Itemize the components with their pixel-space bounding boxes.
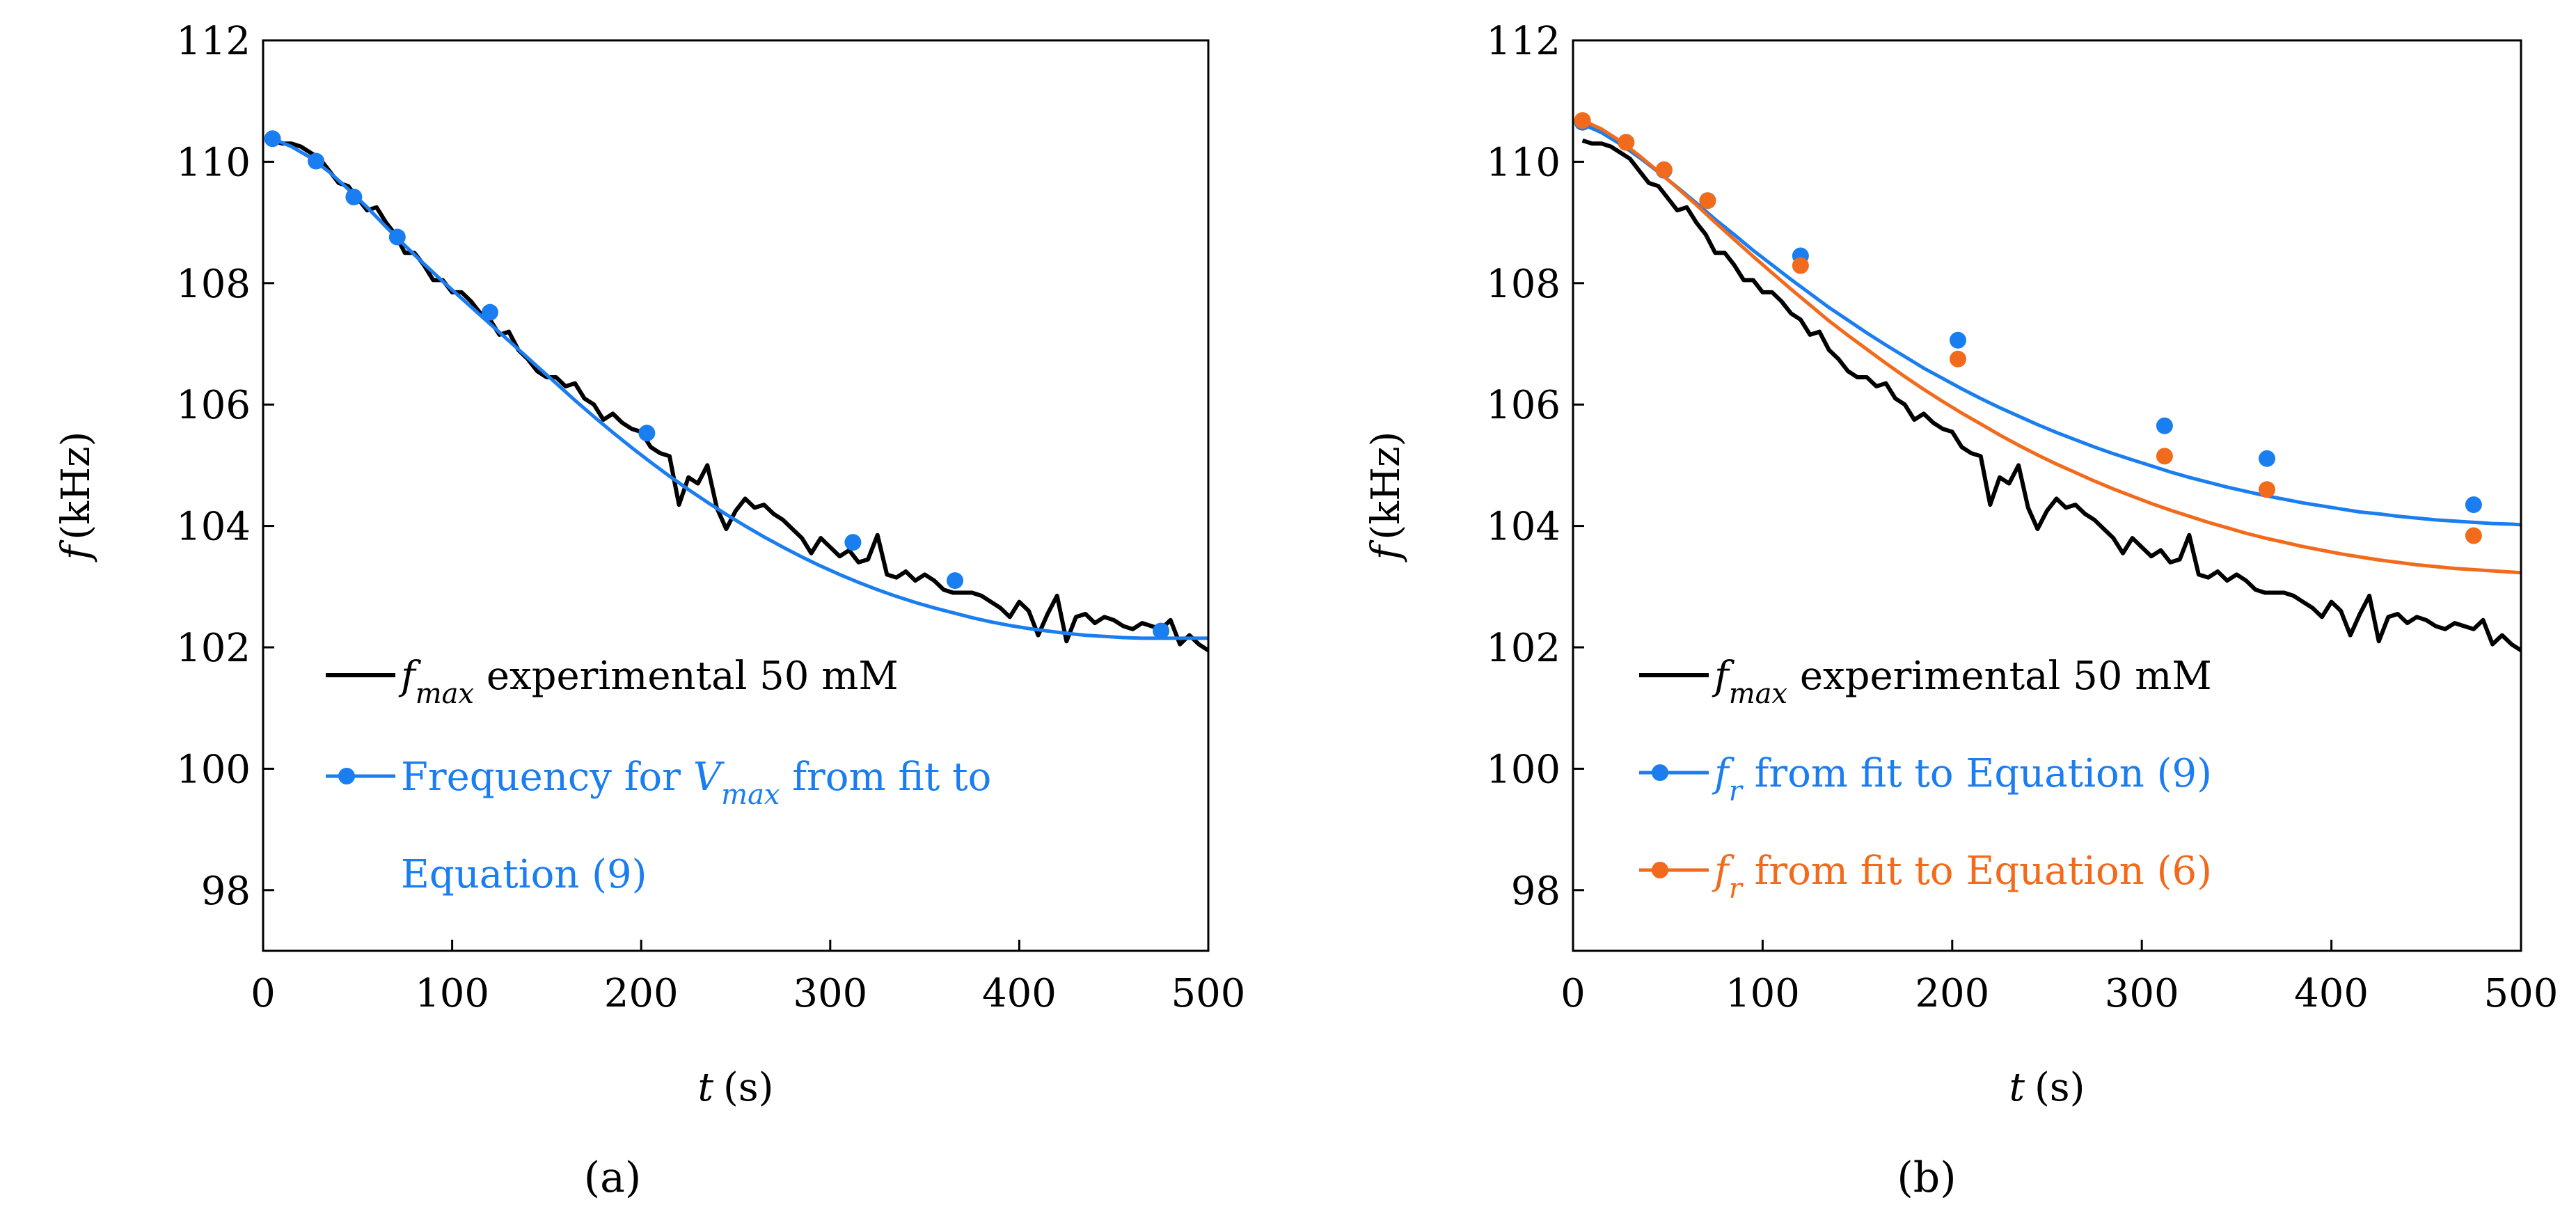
legend-entry-fr-eq6: fr from fit to Equation (6) (1639, 849, 2212, 905)
y-tick-label: 112 (1486, 19, 1560, 64)
data-point (1153, 622, 1170, 640)
y-tick-label: 108 (176, 262, 251, 307)
x-tick-label: 100 (415, 971, 489, 1016)
x-axis-label-b: t (s) (2009, 1065, 2085, 1110)
x-tick-label: 500 (1171, 971, 1246, 1016)
data-point (1618, 134, 1635, 151)
data-point (2465, 527, 2482, 544)
panel-label-a: (a) (584, 1153, 642, 1202)
x-tick-label: 300 (2105, 971, 2179, 1016)
series-line-1 (1581, 123, 2521, 527)
y-tick-label: 102 (176, 626, 251, 671)
data-point (264, 130, 281, 148)
y-tick-label: 110 (176, 140, 251, 185)
series-layer-a (264, 130, 1208, 652)
data-point (388, 228, 406, 246)
x-tick-label: 200 (604, 971, 679, 1016)
legend-marker-fr-eq6 (1652, 862, 1668, 878)
y-tick-label: 108 (1486, 262, 1560, 307)
y-tick-label: 104 (176, 505, 251, 550)
data-point (1655, 161, 1673, 178)
ticks-b: 0 100 200 300 400 500 98 100 102 104 106 108 110 112 (1486, 19, 2558, 1016)
ticks-a: 0 100 200 300 400 500 98 100 102 104 106 108 110 112 (176, 19, 1245, 1016)
data-point (947, 572, 964, 590)
data-point (638, 425, 656, 442)
legend-marker-fr-eq9 (1652, 764, 1668, 781)
x-tick-label: 400 (2294, 971, 2369, 1016)
series-line-2 (1581, 118, 2521, 575)
x-axis-label-a: t (s) (698, 1065, 774, 1110)
data-point (2156, 417, 2173, 434)
legend-label-vmax-fit: Frequency for Vmax from fit to (401, 755, 991, 811)
data-point (2156, 448, 2173, 465)
legend-label-fr-eq9: fr from fit to Equation (9) (1712, 751, 2212, 807)
panel-label-b: (b) (1897, 1153, 1956, 1202)
data-point (1699, 192, 1716, 210)
y-tick-label: 112 (176, 19, 251, 64)
data-point (345, 188, 363, 205)
x-tick-label: 200 (1915, 971, 1989, 1016)
data-point (1574, 112, 1591, 129)
series-line-0 (271, 139, 1208, 652)
y-tick-label: 106 (1486, 383, 1560, 428)
legend-b: fmax experimental 50 mM fr from fit to E… (1639, 654, 2212, 905)
data-point (1949, 331, 1966, 349)
panel-b: 0 100 200 300 400 50098100102104106108110112 … (1364, 19, 2558, 1202)
y-tick-label: 100 (1486, 747, 1560, 792)
x-tick-label: 300 (793, 971, 867, 1016)
data-point (2258, 481, 2275, 498)
legend-entry-experimental-b: fmax experimental 50 mM (1639, 654, 2212, 710)
data-point (481, 303, 498, 321)
legend-a: fmax experimental 50 mM Frequency for Vm… (326, 654, 991, 897)
data-point (844, 534, 862, 551)
plot-frame-b (1572, 39, 2522, 952)
series-line-0 (1581, 139, 2521, 652)
y-tick-label: 106 (176, 383, 251, 428)
x-tick-label: 500 (2484, 971, 2559, 1016)
y-tick-label: 100 (176, 747, 251, 792)
y-tick-label: 102 (1486, 626, 1560, 671)
data-point (1792, 257, 1809, 274)
legend-label-vmax-fit-line2: Equation (9) (401, 852, 647, 897)
legend-entry-fr-eq9: fr from fit to Equation (9) (1639, 751, 2212, 807)
legend-marker-vmax-fit (338, 768, 355, 784)
plot-frame-a (262, 39, 1210, 952)
legend-label-experimental-b: fmax experimental 50 mM (1712, 654, 2212, 710)
legend-label-fr-eq6: fr from fit to Equation (6) (1712, 849, 2212, 905)
y-tick-label: 98 (201, 869, 251, 914)
series-line-1 (271, 136, 1208, 640)
x-tick-label: 100 (1725, 971, 1800, 1016)
legend-entry-experimental: fmax experimental 50 mM (326, 654, 899, 710)
y-tick-label: 110 (1486, 140, 1560, 185)
x-tick-label: 0 (251, 971, 276, 1016)
data-point (2465, 496, 2482, 514)
data-point (308, 152, 325, 170)
data-point (2258, 450, 2275, 467)
x-tick-label: 400 (982, 971, 1057, 1016)
legend-label-experimental: fmax experimental 50 mM (398, 654, 899, 710)
series-layer-b (1574, 112, 2521, 652)
data-point (1949, 350, 1966, 368)
y-tick-label: 98 (1511, 869, 1560, 914)
y-tick-label: 104 (1486, 505, 1560, 550)
x-tick-label: 0 (1560, 971, 1586, 1016)
legend-entry-vmax-fit: Frequency for Vmax from fit to Equation … (326, 755, 991, 897)
